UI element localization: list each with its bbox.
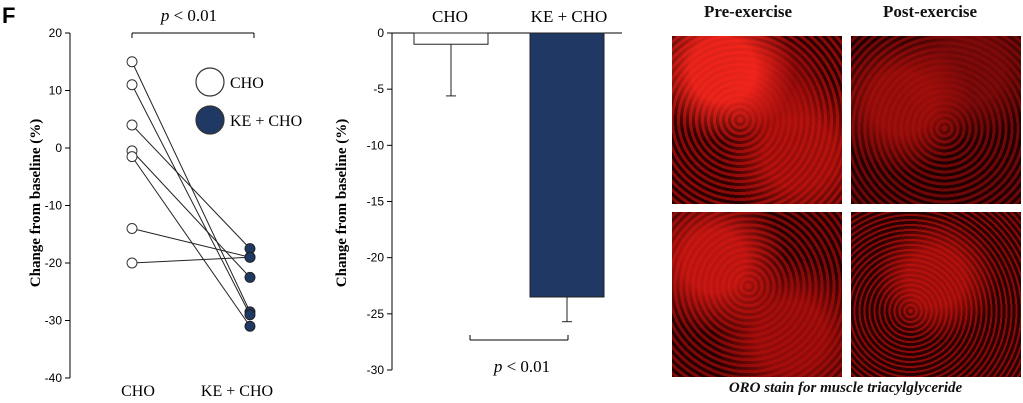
significance-label: p < 0.01 — [493, 357, 550, 376]
y-axis-label: Change from baseline (%) — [334, 119, 350, 287]
significance-bracket: p < 0.01 — [469, 335, 569, 376]
paired-change-chart: F Change from baseline (%) 20 10 0 -10 -20 -3… — [2, 3, 302, 400]
point-ke-cho — [244, 309, 256, 321]
y-tick-label: -5 — [373, 82, 384, 96]
y-tick-label: -25 — [367, 307, 385, 321]
point-cho — [126, 56, 138, 68]
micrograph-cho-post — [851, 212, 1021, 377]
y-tick-label: 10 — [49, 84, 63, 98]
pair-line — [131, 124, 251, 249]
y-tick-label: -30 — [45, 314, 63, 328]
y-axis: 0 -5 -10 -15 -20 -25 -30 — [367, 26, 622, 377]
x-category-ke-cho: KE + CHO — [201, 383, 273, 400]
bars — [413, 32, 605, 323]
point-cho — [126, 257, 138, 269]
y-tick-label: -10 — [367, 138, 385, 152]
y-axis-label: Change from baseline (%) — [28, 119, 44, 287]
y-axis: 20 10 0 -10 -20 -30 -40 — [45, 26, 71, 385]
point-cho — [126, 119, 138, 131]
paired-lines — [131, 61, 251, 327]
micrograph-caption: ORO stain for muscle triacylglyceride — [728, 380, 963, 396]
y-tick-label: 20 — [49, 26, 63, 40]
mean-change-chart: Change from baseline (%) 0 -5 -10 -15 -20 -25… — [334, 7, 622, 377]
pair-line — [131, 156, 251, 327]
micrograph-cho-pre — [672, 212, 842, 377]
column-header-pre-exercise: Pre-exercise — [704, 2, 793, 21]
point-cho — [126, 151, 138, 163]
point-cho — [126, 223, 138, 234]
legend-label-ke-cho: KE + CHO — [230, 113, 302, 130]
legend-label-cho: CHO — [230, 75, 264, 92]
pair-line — [131, 228, 251, 258]
x-category-cho: CHO — [121, 383, 155, 400]
panel-letter: F — [2, 3, 15, 28]
micrograph-ke-cho-pre — [672, 36, 842, 204]
y-tick-label: -20 — [367, 251, 385, 265]
point-ke-cho — [244, 271, 256, 283]
x-category-cho: CHO — [432, 7, 468, 26]
y-tick-label: 0 — [377, 26, 384, 40]
bar — [529, 32, 605, 298]
y-tick-label: -15 — [367, 195, 385, 209]
x-category-ke-cho: KE + CHO — [531, 7, 608, 26]
y-tick-label: -10 — [45, 199, 63, 213]
pair-line — [131, 256, 251, 264]
significance-bracket: p < 0.01 — [131, 6, 255, 38]
significance-label: p < 0.01 — [160, 6, 217, 25]
micrograph-ke-cho-post — [851, 36, 1021, 204]
y-tick-label: -20 — [45, 256, 63, 270]
data-points — [126, 56, 256, 332]
micrograph-panel: Pre-exercise Post-exercise KE + CHO CHO … — [668, 0, 1023, 403]
y-tick-label: -40 — [45, 371, 63, 385]
legend-marker-ke-cho — [195, 105, 225, 135]
point-cho — [126, 79, 138, 91]
pair-line — [131, 150, 251, 278]
pair-line — [131, 84, 251, 315]
legend-marker-cho — [195, 67, 225, 97]
y-tick-label: -30 — [367, 363, 385, 377]
bar — [413, 32, 489, 45]
column-header-post-exercise: Post-exercise — [883, 2, 978, 21]
point-ke-cho — [244, 251, 256, 263]
y-tick-label: 0 — [55, 141, 62, 155]
point-ke-cho — [244, 320, 256, 332]
legend: CHO KE + CHO — [195, 67, 302, 135]
